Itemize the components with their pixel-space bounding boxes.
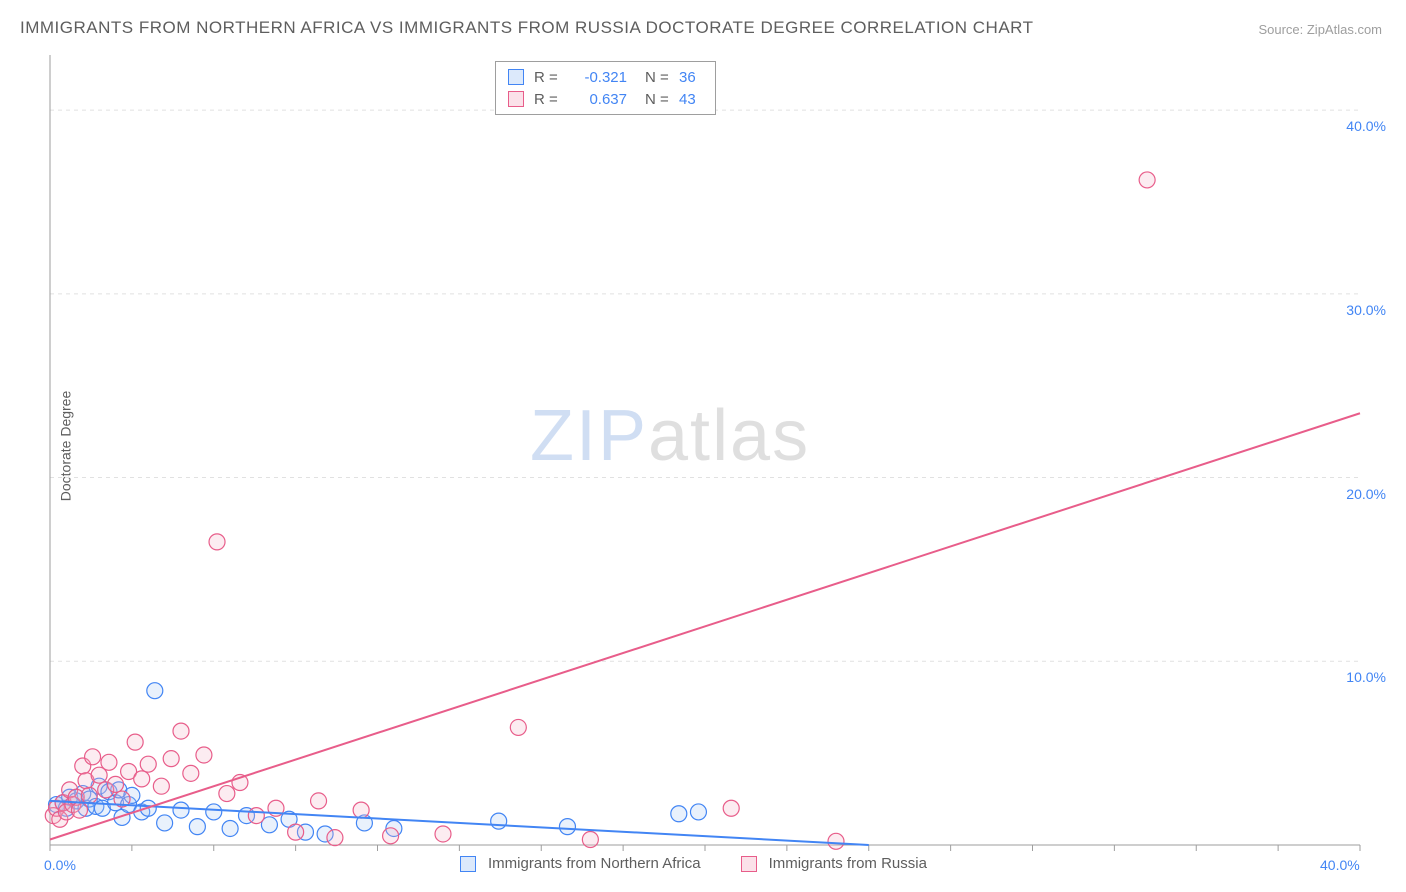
y-tick-label: 30.0%	[1346, 302, 1386, 318]
chart-svg	[50, 55, 1360, 845]
legend-correlation-box: R = -0.321 N = 36 R = 0.637 N = 43	[495, 61, 716, 115]
x-tick-label-min: 0.0%	[44, 857, 76, 873]
legend-n-value: 36	[679, 69, 703, 86]
legend-series: Immigrants from Northern Africa Immigrant…	[460, 855, 955, 872]
legend-r-label: R =	[534, 69, 562, 86]
chart-plot-area: ZIPatlas R =-0.321N =36R =0.637N =43	[50, 55, 1360, 845]
legend-swatch	[508, 91, 524, 107]
legend-n-label: N =	[637, 69, 669, 86]
legend-correlation-row: R = 0.637 N = 43	[508, 88, 703, 110]
legend-swatch	[508, 69, 524, 85]
x-tick-label-max: 40.0%	[1320, 857, 1360, 873]
y-tick-label: 10.0%	[1346, 669, 1386, 685]
legend-n-label: N =	[637, 91, 669, 108]
y-tick-label: 40.0%	[1346, 118, 1386, 134]
legend-r-value: -0.321	[572, 69, 627, 86]
legend-series-label: Immigrants from Russia	[769, 855, 927, 872]
chart-title: IMMIGRANTS FROM NORTHERN AFRICA VS IMMIG…	[20, 18, 1034, 38]
legend-r-value: 0.637	[572, 91, 627, 108]
legend-swatch	[460, 856, 476, 872]
legend-series-label: Immigrants from Northern Africa	[488, 855, 701, 872]
source-attribution: Source: ZipAtlas.com	[1258, 22, 1382, 37]
legend-swatch	[741, 856, 757, 872]
legend-r-label: R =	[534, 91, 562, 108]
legend-n-value: 43	[679, 91, 703, 108]
y-tick-label: 20.0%	[1346, 486, 1386, 502]
legend-correlation-row: R = -0.321 N = 36	[508, 66, 703, 88]
